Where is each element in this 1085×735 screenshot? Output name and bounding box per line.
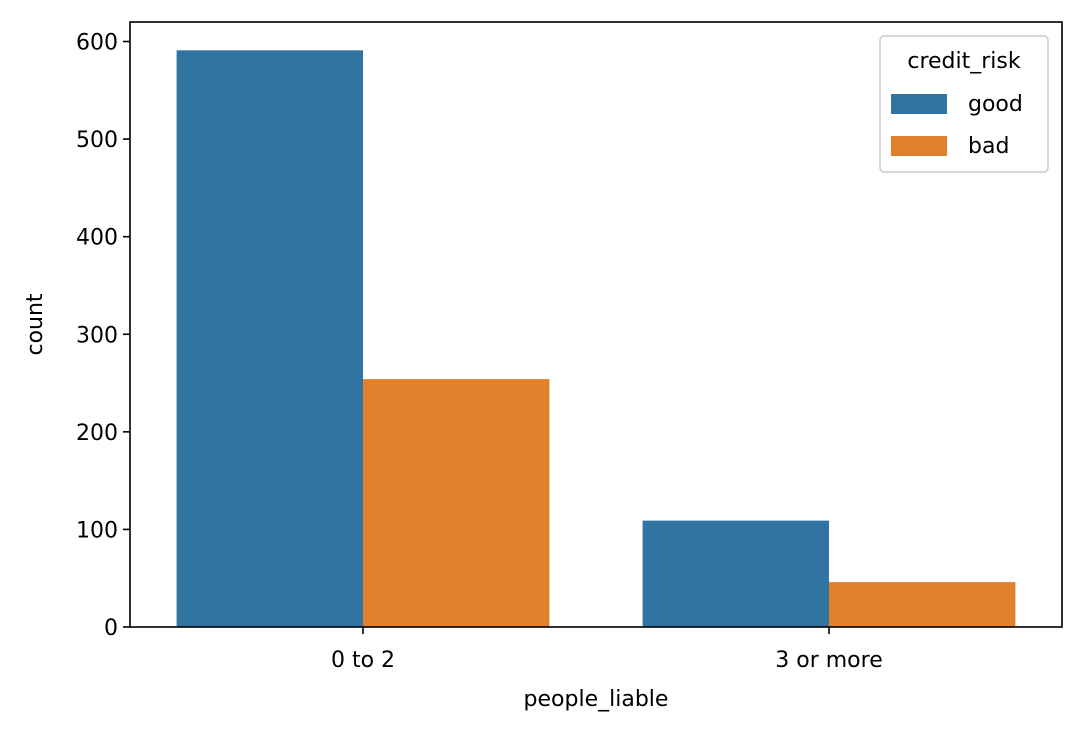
y-axis: 0 100 200 300 400 500 600 <box>76 31 130 641</box>
y-tick-label: 0 <box>104 616 118 641</box>
bars-layer <box>176 50 1016 627</box>
legend-label-bad: bad <box>968 134 1009 159</box>
x-axis-label: people_liable <box>524 687 669 712</box>
legend-swatch-good <box>891 94 947 114</box>
x-tick-label: 3 or more <box>775 648 882 673</box>
y-tick-label: 300 <box>76 323 118 348</box>
legend-swatch-bad <box>891 136 947 156</box>
x-axis: 0 to 2 3 or more <box>331 627 883 673</box>
y-tick-label: 100 <box>76 518 118 543</box>
plot-frame <box>129 21 1063 628</box>
legend-label-good: good <box>968 92 1023 117</box>
legend-title: credit_risk <box>907 49 1021 74</box>
x-tick-label: 0 to 2 <box>331 648 395 673</box>
y-tick-label: 500 <box>76 128 118 153</box>
bar-bad-1 <box>363 379 550 627</box>
y-tick-label: 600 <box>76 31 118 56</box>
y-axis-label: count <box>23 293 48 355</box>
y-tick-label: 200 <box>76 421 118 446</box>
bar-bad-2 <box>829 582 1016 627</box>
legend-items: good bad <box>891 92 1023 159</box>
bar-good-2 <box>642 520 829 627</box>
y-tick-label: 400 <box>76 226 118 251</box>
bar-good-1 <box>176 50 363 627</box>
legend: credit_risk good bad <box>879 35 1049 173</box>
